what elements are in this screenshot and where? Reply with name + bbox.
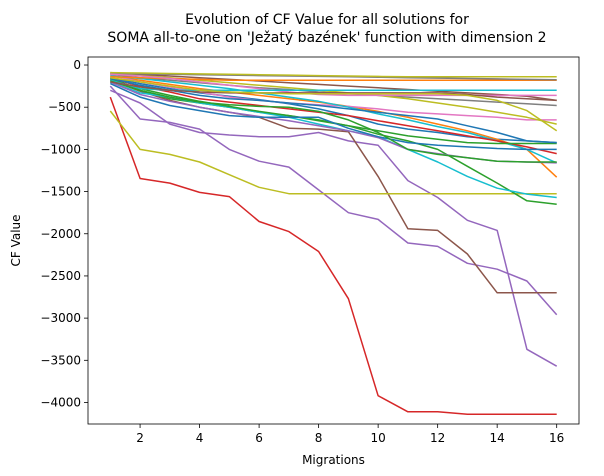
y-tick-label: −2000 [40,227,81,241]
y-tick-label: −4000 [40,395,81,409]
series-line-5 [109,110,557,195]
y-tick-label: −2500 [40,269,81,283]
y-tick-label: −1000 [40,142,81,156]
x-tick-label: 4 [196,431,204,445]
y-axis: 0 −500 −1000 −1500 −2000 −2500 −3000 −3500 −4000 [40,58,88,409]
chart-title-line: SOMA all-to-one on 'Ježatý bazének' func… [107,30,546,46]
chart-title-line: Evolution of CF Value for all solutions … [185,12,469,28]
series-line-20 [110,72,557,81]
series-line-15 [110,77,557,155]
x-tick-label: 2 [136,431,144,445]
y-tick-label: −3000 [40,311,81,325]
y-tick-label: −3500 [40,353,81,367]
series-line-24 [110,77,557,144]
series-line-2 [109,85,558,316]
series-line-21 [110,71,557,78]
y-tick-label: 0 [73,58,81,72]
x-tick-label: 14 [490,431,505,445]
series-layer [109,71,558,416]
y-tick-label: −500 [48,100,81,114]
series-line-1 [109,96,557,416]
plot-frame [87,56,580,425]
x-tick-label: 6 [255,431,263,445]
chart-title: Evolution of CF Value for all solutions … [107,12,546,46]
series-line-18 [109,82,557,151]
x-tick-label: 16 [549,431,564,445]
series-line-27 [110,76,558,132]
series-line-3 [110,89,558,367]
x-tick-label: 10 [370,431,385,445]
series-line-23 [110,79,557,92]
series-line-26 [110,81,557,102]
series-line-19 [110,76,557,81]
series-line-10 [110,74,557,121]
y-axis-label: CF Value [9,214,23,266]
x-axis-label: Migrations [302,453,365,467]
series-line-14 [110,75,558,164]
x-tick-label: 8 [315,431,323,445]
x-tick-label: 12 [430,431,445,445]
y-tick-label: −1500 [40,185,81,199]
x-axis: 2 4 6 8 10 12 14 16 [136,424,564,445]
series-line-25 [110,80,557,163]
series-line-13 [110,71,557,102]
